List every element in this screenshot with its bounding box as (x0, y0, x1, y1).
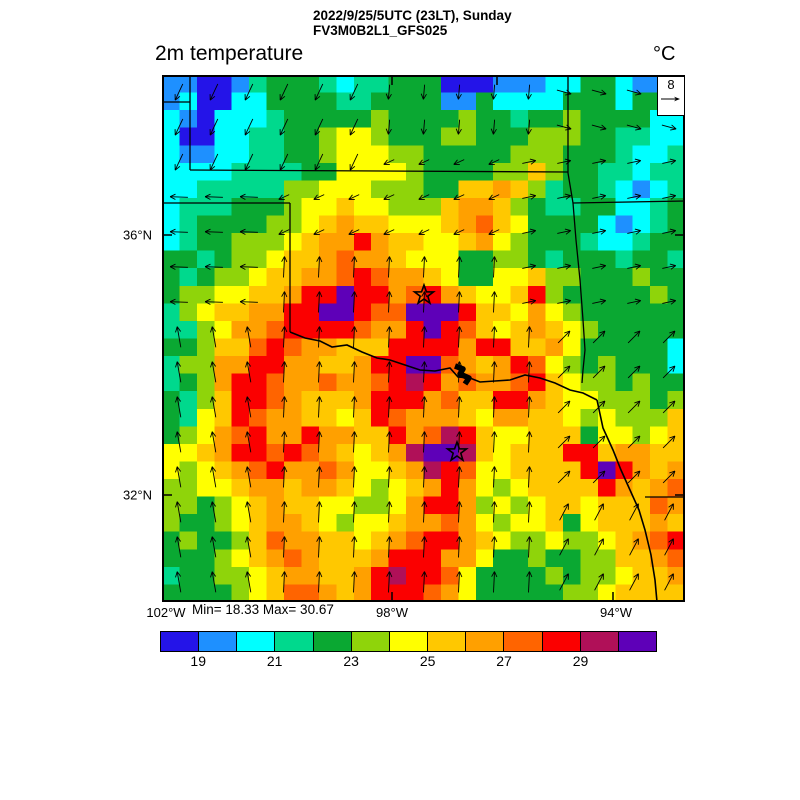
colorbar-tick-label: 25 (419, 653, 436, 669)
map-frame (162, 75, 685, 602)
temperature-field (162, 75, 686, 603)
colorbar-segment (351, 631, 390, 652)
colorbar-tick-label: 23 (343, 653, 359, 669)
colorbar-tick-label: 29 (572, 653, 589, 669)
river (596, 399, 658, 603)
colorbar-segment (389, 631, 429, 652)
axis-ticks (162, 75, 685, 602)
colorbar-segment (542, 631, 581, 652)
colorbar-segment (160, 631, 200, 652)
colorbar-tick-label: 19 (190, 653, 207, 669)
colorbar-segment (199, 631, 238, 652)
longitude-label: 94°W (600, 605, 632, 620)
title-model-line: FV3M0B2L1_GFS025 (313, 23, 448, 38)
temperature-map (162, 75, 686, 603)
colorbar-segment (466, 631, 505, 652)
title-date-line: 2022/9/25/5UTC (23LT), Sunday (313, 8, 512, 23)
colorbar-segment (313, 631, 352, 652)
wind-reference-value: 8 (667, 77, 675, 92)
colorbar-segment (275, 631, 314, 652)
latitude-label: 32°N (122, 487, 152, 503)
variable-label: 2m temperature (155, 42, 304, 65)
colorbar-segment (504, 631, 543, 652)
colorbar-segment (618, 631, 658, 652)
wind-reference-box: 8 (657, 76, 685, 116)
longitude-label: 98°W (376, 605, 408, 620)
lake (454, 363, 472, 386)
city-star-marker (412, 282, 436, 306)
longitude-label: 102°W (146, 605, 186, 620)
colorbar-segment (237, 631, 276, 652)
colorbar-tick-label: 21 (266, 653, 283, 669)
river (289, 331, 598, 401)
latitude-label: 36°N (122, 227, 152, 243)
minmax-annotation: Min= 18.33 Max= 30.67 (192, 602, 334, 617)
colorbar (160, 631, 658, 652)
city-star-marker (445, 439, 469, 463)
colorbar-segment (580, 631, 619, 652)
plot-title: 2022/9/25/5UTC (23LT), Sunday FV3M0B2L1_… (313, 8, 512, 38)
map-canvas (162, 75, 686, 603)
colorbar-segment (428, 631, 467, 652)
wind-reference-arrow (661, 96, 680, 102)
units-label: °C (653, 43, 676, 65)
colorbar-tick-label: 27 (496, 653, 512, 669)
state-borders (162, 75, 686, 603)
